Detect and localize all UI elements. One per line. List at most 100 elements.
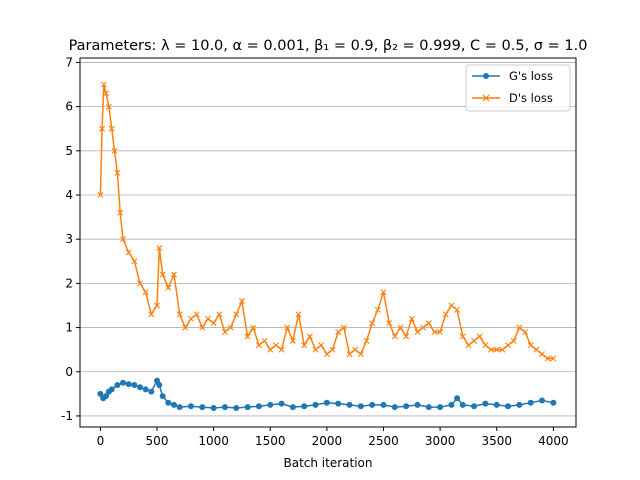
grid-lines — [80, 62, 576, 417]
data-point — [159, 393, 166, 400]
data-point — [335, 328, 342, 335]
data-point — [278, 346, 285, 353]
x-axis-label: Batch iteration — [283, 456, 372, 470]
data-point — [335, 400, 342, 407]
series-d-loss — [97, 81, 557, 362]
data-point — [238, 298, 245, 305]
data-point — [216, 311, 223, 318]
data-point — [471, 337, 478, 344]
data-point — [170, 401, 177, 408]
y-tick-label: 2 — [65, 276, 73, 290]
data-point — [516, 401, 523, 408]
data-point — [301, 403, 308, 410]
data-point — [323, 351, 330, 358]
data-point — [165, 284, 172, 291]
data-point — [244, 404, 251, 411]
data-point — [103, 90, 110, 97]
data-point — [527, 399, 534, 406]
chart-title: Parameters: λ = 10.0, α = 0.001, β₁ = 0.… — [69, 38, 588, 54]
data-point — [156, 245, 163, 252]
data-point — [199, 404, 206, 411]
data-point — [346, 401, 353, 408]
data-point — [182, 324, 189, 331]
legend-marker-g-loss — [483, 73, 489, 79]
x-tick-label: 3500 — [481, 434, 512, 448]
data-point — [471, 403, 478, 410]
data-point — [233, 404, 240, 411]
series-g-loss — [97, 377, 557, 411]
x-tick-label: 2500 — [368, 434, 399, 448]
data-point — [255, 403, 262, 410]
data-point — [154, 302, 160, 309]
data-point — [380, 289, 387, 296]
data-point — [539, 351, 546, 358]
data-point — [459, 333, 466, 340]
data-point — [233, 311, 240, 318]
data-point — [154, 377, 161, 384]
data-point — [425, 320, 432, 327]
data-point — [420, 324, 427, 331]
data-point — [142, 386, 149, 393]
data-point — [493, 346, 500, 353]
data-point — [403, 403, 410, 410]
data-point — [391, 404, 398, 411]
data-point — [176, 311, 183, 318]
data-point — [527, 342, 534, 349]
y-tick-label: 3 — [65, 232, 73, 246]
data-point — [103, 393, 110, 400]
data-point — [111, 147, 118, 154]
data-point — [301, 342, 308, 349]
data-point — [454, 306, 461, 313]
data-point — [465, 342, 472, 349]
data-point — [369, 401, 376, 408]
data-point — [137, 384, 144, 391]
data-point — [250, 324, 257, 331]
data-point — [437, 328, 444, 335]
data-point — [272, 342, 279, 349]
data-point — [425, 404, 432, 411]
data-point — [505, 342, 512, 349]
data-point — [482, 400, 489, 407]
data-point — [329, 346, 336, 353]
data-point — [374, 306, 381, 313]
data-point — [120, 236, 127, 243]
data-point — [193, 311, 200, 318]
data-point — [493, 401, 500, 408]
x-axis-ticks: 0 500 1000 1500 2000 2500 3000 3500 4000 — [97, 427, 569, 448]
data-point — [312, 346, 319, 353]
data-point — [482, 342, 489, 349]
data-point — [397, 324, 404, 331]
data-point — [131, 258, 138, 265]
data-point — [199, 324, 206, 331]
data-point — [117, 209, 124, 216]
data-point — [187, 403, 194, 410]
data-point — [516, 324, 523, 331]
data-point — [403, 333, 410, 340]
legend-label-g-loss: G's loss — [509, 69, 553, 83]
data-point — [261, 337, 268, 344]
legend-marker-d-loss — [482, 94, 490, 102]
data-point — [448, 401, 455, 408]
data-point — [284, 324, 291, 331]
data-point — [131, 382, 138, 389]
data-point — [156, 382, 163, 389]
data-point — [99, 125, 106, 132]
y-tick-label: 4 — [65, 188, 73, 202]
data-point — [267, 346, 274, 353]
x-tick-label: 1000 — [198, 434, 229, 448]
data-point — [363, 337, 370, 344]
x-tick-label: 2000 — [312, 434, 343, 448]
data-point — [544, 355, 551, 362]
data-point — [352, 346, 359, 353]
data-point — [295, 311, 302, 318]
legend-label-d-loss: D's loss — [509, 91, 553, 105]
data-point — [105, 103, 112, 110]
data-point — [97, 192, 104, 198]
data-point — [137, 280, 144, 287]
data-point — [357, 403, 364, 410]
data-point — [97, 390, 104, 397]
data-point — [408, 315, 415, 322]
data-point — [148, 388, 155, 395]
legend: G's loss D's loss — [465, 64, 571, 112]
